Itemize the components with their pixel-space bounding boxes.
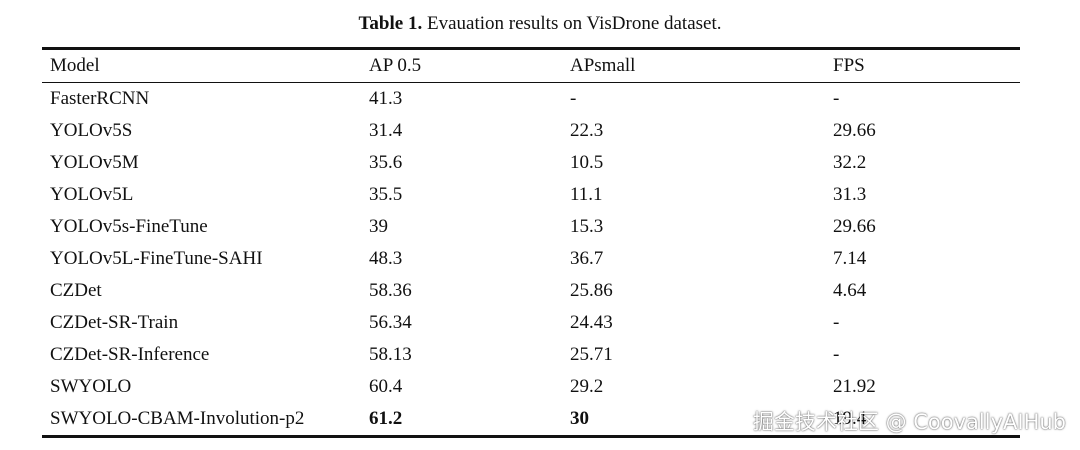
cell-ap50-best: 61.2 bbox=[369, 408, 403, 429]
table-row: YOLOv5L 35.5 11.1 31.3 bbox=[42, 179, 1020, 211]
cell-model: SWYOLO bbox=[50, 376, 132, 397]
cell-fps: 29.66 bbox=[833, 216, 876, 237]
cell-fps: 7.14 bbox=[833, 248, 867, 269]
header-model: Model bbox=[50, 55, 100, 76]
table-row: CZDet-SR-Inference 58.13 25.71 - bbox=[42, 339, 1020, 371]
table-row: YOLOv5S 31.4 22.3 29.66 bbox=[42, 115, 1020, 147]
cell-apsmall: 25.71 bbox=[570, 344, 613, 365]
cell-apsmall: - bbox=[570, 88, 577, 109]
cell-model: CZDet-SR-Inference bbox=[50, 344, 210, 365]
cell-ap50: 58.36 bbox=[369, 280, 412, 301]
cell-fps: 31.3 bbox=[833, 184, 867, 205]
table-row: SWYOLO 60.4 29.2 21.92 bbox=[42, 371, 1020, 403]
table-row: YOLOv5s-FineTune 39 15.3 29.66 bbox=[42, 211, 1020, 243]
cell-fps: 4.64 bbox=[833, 280, 867, 301]
table-row: FasterRCNN 41.3 - - bbox=[42, 83, 1020, 116]
cell-ap50: 35.6 bbox=[369, 152, 403, 173]
cell-fps: 21.92 bbox=[833, 376, 876, 397]
header-row: Model AP 0.5 APsmall FPS bbox=[42, 48, 1020, 83]
cell-apsmall: 10.5 bbox=[570, 152, 604, 173]
table-body: FasterRCNN 41.3 - - YOLOv5S 31.4 22.3 29… bbox=[42, 83, 1020, 437]
cell-model: YOLOv5s-FineTune bbox=[50, 216, 208, 237]
table-row: CZDet-SR-Train 56.34 24.43 - bbox=[42, 307, 1020, 339]
cell-apsmall: 29.2 bbox=[570, 376, 604, 397]
cell-fps: - bbox=[833, 312, 840, 333]
cell-model: CZDet-SR-Train bbox=[50, 312, 179, 333]
table-row: CZDet 58.36 25.86 4.64 bbox=[42, 275, 1020, 307]
header-apsmall: APsmall bbox=[570, 55, 636, 76]
table-row: SWYOLO-CBAM-Involution-p2 61.2 30 19.4 bbox=[42, 403, 1020, 437]
header-ap50: AP 0.5 bbox=[369, 55, 422, 76]
caption-label: Table 1. bbox=[358, 13, 423, 34]
cell-ap50: 41.3 bbox=[369, 88, 403, 109]
table-header: Model AP 0.5 APsmall FPS bbox=[42, 48, 1020, 83]
cell-ap50: 56.34 bbox=[369, 312, 412, 333]
cell-apsmall: 15.3 bbox=[570, 216, 604, 237]
cell-ap50: 39 bbox=[369, 216, 388, 237]
cell-model: YOLOv5S bbox=[50, 120, 133, 141]
cell-fps: 32.2 bbox=[833, 152, 867, 173]
cell-model: SWYOLO-CBAM-Involution-p2 bbox=[50, 408, 305, 429]
cell-ap50: 58.13 bbox=[369, 344, 412, 365]
cell-fps: 19.4 bbox=[833, 408, 867, 429]
cell-fps: 29.66 bbox=[833, 120, 876, 141]
cell-ap50: 35.5 bbox=[369, 184, 403, 205]
results-table: Model AP 0.5 APsmall FPS FasterRCNN 41.3… bbox=[42, 47, 1020, 438]
cell-model: FasterRCNN bbox=[50, 88, 150, 109]
watermark: 掘金技术社区 @ CoovallyAIHub bbox=[752, 410, 1066, 434]
cell-apsmall: 25.86 bbox=[570, 280, 613, 301]
cell-ap50: 48.3 bbox=[369, 248, 403, 269]
cell-apsmall-best: 30 bbox=[570, 408, 589, 429]
caption-text: Evauation results on VisDrone dataset. bbox=[422, 13, 722, 34]
header-fps: FPS bbox=[833, 55, 865, 76]
table-row: YOLOv5L-FineTune-SAHI 48.3 36.7 7.14 bbox=[42, 243, 1020, 275]
cell-apsmall: 11.1 bbox=[570, 184, 603, 205]
cell-apsmall: 36.7 bbox=[570, 248, 604, 269]
cell-ap50: 31.4 bbox=[369, 120, 403, 141]
cell-ap50: 60.4 bbox=[369, 376, 403, 397]
cell-model: CZDet bbox=[50, 280, 102, 301]
cell-model: YOLOv5M bbox=[50, 152, 139, 173]
cell-model: YOLOv5L bbox=[50, 184, 134, 205]
table-caption: Table 1. Evauation results on VisDrone d… bbox=[0, 12, 1080, 36]
table-row: YOLOv5M 35.6 10.5 32.2 bbox=[42, 147, 1020, 179]
cell-fps: - bbox=[833, 88, 840, 109]
cell-model: YOLOv5L-FineTune-SAHI bbox=[50, 248, 263, 269]
cell-apsmall: 24.43 bbox=[570, 312, 613, 333]
cell-fps: - bbox=[833, 344, 840, 365]
cell-apsmall: 22.3 bbox=[570, 120, 604, 141]
